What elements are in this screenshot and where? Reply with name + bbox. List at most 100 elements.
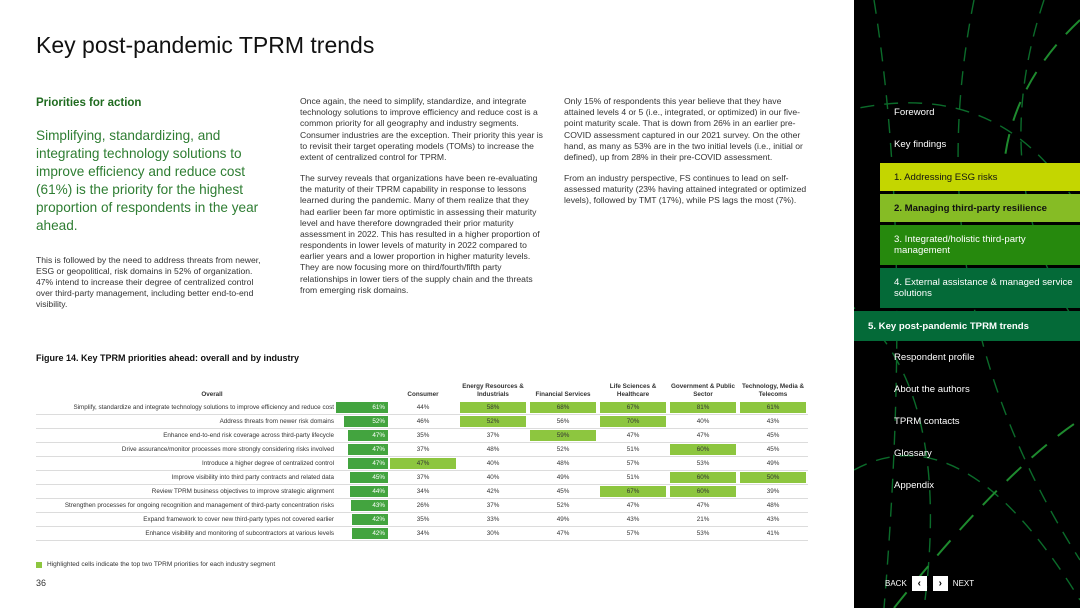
industry-value-cell: 51% [598,470,668,486]
nav-managing-third-party-resilience[interactable]: 2. Managing third-party resilience [880,194,1080,222]
industry-value: 52% [460,416,526,428]
industry-value-cell: 34% [388,526,458,542]
industry-value-cell: 53% [668,526,738,542]
industry-value: 57% [626,460,640,468]
industry-value-cell: 51% [598,442,668,458]
next-arrow-icon[interactable]: › [932,576,948,591]
overall-bar: 42% [352,514,388,526]
nav-glossary[interactable]: Glossary [894,447,932,459]
nav-key-findings[interactable]: Key findings [894,138,947,150]
industry-value: 48% [766,502,780,510]
overall-bar: 47% [348,458,388,470]
industry-value: 52% [556,446,570,454]
industry-value: 40% [486,460,500,468]
overall-bar-cell: 42% [336,526,388,542]
row-label: Strengthen processes for ongoing recogni… [36,498,336,514]
industry-value: 67% [600,486,666,498]
row-label: Address threats from newer risk domains [36,414,336,430]
industry-value: 37% [486,432,500,440]
overall-bar: 47% [348,430,388,442]
industry-value-cell: 40% [458,456,528,472]
industry-value-cell: 47% [668,498,738,514]
nav-respondent-profile[interactable]: Respondent profile [894,351,975,363]
industry-value: 70% [600,416,666,428]
back-label[interactable]: BACK [885,579,907,588]
next-label[interactable]: NEXT [952,579,975,588]
table-body: Simplify, standardize and integrate tech… [36,401,808,542]
industry-value-cell: 37% [458,498,528,514]
industry-value-cell: 57% [598,526,668,542]
priorities-body: This is followed by the need to address … [36,254,261,310]
nav-tprm-contacts[interactable]: TPRM contacts [894,415,960,427]
nav-appendix[interactable]: Appendix [894,479,935,491]
industry-value-cell: 47% [528,526,598,542]
overall-bar-cell: 47% [336,442,388,458]
nav-addressing-esg-risks[interactable]: 1. Addressing ESG risks [880,163,1080,191]
page-number: 36 [36,578,47,588]
industry-value: 40% [486,474,500,482]
industry-value: 47% [390,458,456,470]
industry-value-cell: 26% [388,498,458,514]
table-row: Drive assurance/monitor processes more s… [36,442,808,458]
industry-value-cell: 35% [388,512,458,528]
industry-value: 47% [626,502,640,510]
industry-value-cell: 60% [668,442,738,458]
industry-value-cell: 33% [458,512,528,528]
industry-value: 57% [626,530,640,538]
nav-key-post-pandemic-trends[interactable]: 5. Key post-pandemic TPRM trends [854,311,1080,341]
table-row: Expand framework to cover new third-part… [36,512,808,528]
priorities-lead: Simplifying, standardizing, and integrat… [36,127,259,233]
industry-value-cell: 45% [738,442,808,458]
industry-value-cell: 45% [528,484,598,500]
sidebar-nav: Foreword Key findings 1. Addressing ESG … [854,96,1080,501]
industry-value-cell: 48% [528,456,598,472]
nav-about-the-authors[interactable]: About the authors [894,383,970,395]
industry-value: 40% [696,418,710,426]
industry-value: 21% [696,516,710,524]
industry-value-cell: 47% [598,498,668,514]
industry-value-cell: 35% [388,428,458,444]
overall-bar: 43% [351,500,388,512]
table-row: Review TPRM business objectives to impro… [36,484,808,500]
industry-value: 58% [460,402,526,414]
industry-value-cell: 60% [668,484,738,500]
industry-value: 46% [416,418,430,426]
industry-value: 59% [530,430,596,442]
table-row: Improve visibility into third party cont… [36,470,808,486]
industry-value-cell: 30% [458,526,528,542]
industry-value: 60% [670,472,736,484]
industry-value: 52% [556,502,570,510]
page-title: Key post-pandemic TPRM trends [36,32,375,58]
industry-value: 44% [416,404,430,412]
priorities-column: Priorities for action Simplifying, stand… [36,96,262,320]
overall-bar-cell: 42% [336,512,388,528]
industry-value-cell: 61% [738,401,808,416]
nav-external-assistance[interactable]: 4. External assistance & managed service… [880,268,1080,308]
back-arrow-icon[interactable]: ‹ [911,576,927,591]
industry-value-cell: 48% [458,442,528,458]
industry-value-cell: 37% [388,442,458,458]
industry-value-cell: 46% [388,414,458,430]
overall-bar: 45% [350,472,388,484]
industry-value-cell: 58% [458,401,528,416]
nav-integrated-third-party-management[interactable]: 3. Integrated/holistic third-party manag… [880,225,1080,265]
table-row: Introduce a higher degree of centralized… [36,456,808,472]
industry-value: 60% [670,444,736,456]
figure-legend: Highlighted cells indicate the top two T… [36,561,275,568]
industry-value: 53% [696,530,710,538]
priorities-heading: Priorities for action [36,97,142,109]
industry-value-cell: 49% [528,512,598,528]
overall-bar-cell: 61% [336,401,388,416]
industry-value: 43% [626,516,640,524]
header-energy: Energy Resources & Industrials [462,383,524,398]
nav-foreword[interactable]: Foreword [894,106,935,118]
industry-value-cell: 42% [458,484,528,500]
col2-paragraph-2: The survey reveals that organizations ha… [300,173,540,295]
industry-value: 68% [530,402,596,414]
table-row: Enhance visibility and monitoring of sub… [36,526,808,542]
industry-value-cell: 43% [598,512,668,528]
industry-value: 56% [556,418,570,426]
industry-value-cell: 43% [738,512,808,528]
table-row: Strengthen processes for ongoing recogni… [36,498,808,514]
legend-text: Highlighted cells indicate the top two T… [47,561,276,568]
